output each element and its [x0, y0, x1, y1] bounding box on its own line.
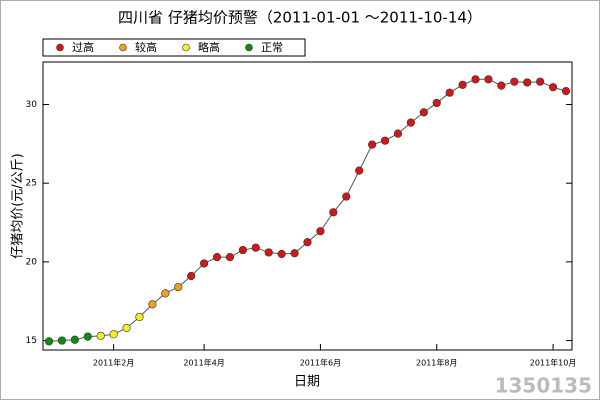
data-point — [536, 77, 545, 86]
data-point — [393, 129, 403, 138]
data-point — [148, 300, 157, 309]
data-point — [57, 336, 67, 345]
data-point — [225, 253, 235, 262]
x-axis-label: 日期 — [294, 375, 320, 390]
data-point — [380, 136, 390, 145]
plot-area — [42, 61, 573, 351]
data-point — [316, 227, 325, 236]
y-tick-label: 20 — [26, 257, 38, 267]
chart-title: 四川省 仔猪均价预警（2011-01-01 ～2011-10-14） — [118, 9, 482, 27]
data-point — [290, 249, 299, 258]
data-point — [523, 78, 532, 87]
data-point — [458, 80, 467, 89]
legend-label: 略高 — [198, 40, 220, 54]
data-point — [200, 259, 209, 268]
data-point — [83, 332, 92, 341]
data-point — [122, 323, 131, 333]
data-point — [432, 98, 441, 108]
data-point — [135, 312, 144, 322]
x-tick-label: 2011年8月 — [416, 358, 457, 368]
data-point — [70, 335, 79, 344]
data-point — [419, 108, 428, 117]
data-point — [212, 253, 222, 262]
legend-marker — [56, 43, 64, 52]
x-tick-label: 2011年10月 — [530, 358, 577, 368]
y-tick-label: 25 — [26, 179, 37, 189]
data-point — [187, 271, 196, 281]
data-point — [251, 243, 260, 252]
data-point — [264, 248, 273, 257]
legend-marker — [182, 43, 190, 52]
x-tick-label: 2011年2月 — [93, 358, 134, 368]
data-point — [96, 331, 105, 340]
legend-marker — [119, 43, 127, 52]
data-point — [497, 81, 506, 90]
data-point — [44, 337, 54, 346]
data-point — [561, 87, 571, 96]
data-point — [303, 238, 312, 247]
data-point — [471, 75, 480, 84]
data-point — [238, 245, 247, 255]
legend-label: 正常 — [261, 41, 283, 54]
data-point — [355, 166, 364, 175]
data-point — [174, 282, 183, 292]
data-point — [510, 77, 519, 86]
data-point — [109, 330, 118, 339]
data-point — [445, 88, 454, 97]
legend-marker — [245, 43, 253, 52]
watermark: 1350135 — [495, 374, 592, 398]
x-tick-label: 2011年6月 — [300, 358, 341, 368]
legend-label: 过高 — [72, 40, 94, 54]
legend-box — [42, 38, 306, 57]
data-point — [406, 118, 416, 127]
legend-label: 较高 — [135, 40, 157, 54]
data-point — [368, 140, 377, 149]
data-point — [342, 192, 351, 201]
data-point — [329, 208, 338, 217]
data-point — [277, 249, 286, 259]
y-axis-label: 仔猪均价(元/公斤) — [11, 153, 26, 259]
y-tick-label: 15 — [26, 336, 37, 346]
y-tick-label: 30 — [26, 100, 38, 110]
data-point — [161, 289, 170, 298]
data-point — [484, 75, 493, 84]
data-point — [548, 83, 558, 92]
x-tick-label: 2011年4月 — [183, 358, 224, 368]
